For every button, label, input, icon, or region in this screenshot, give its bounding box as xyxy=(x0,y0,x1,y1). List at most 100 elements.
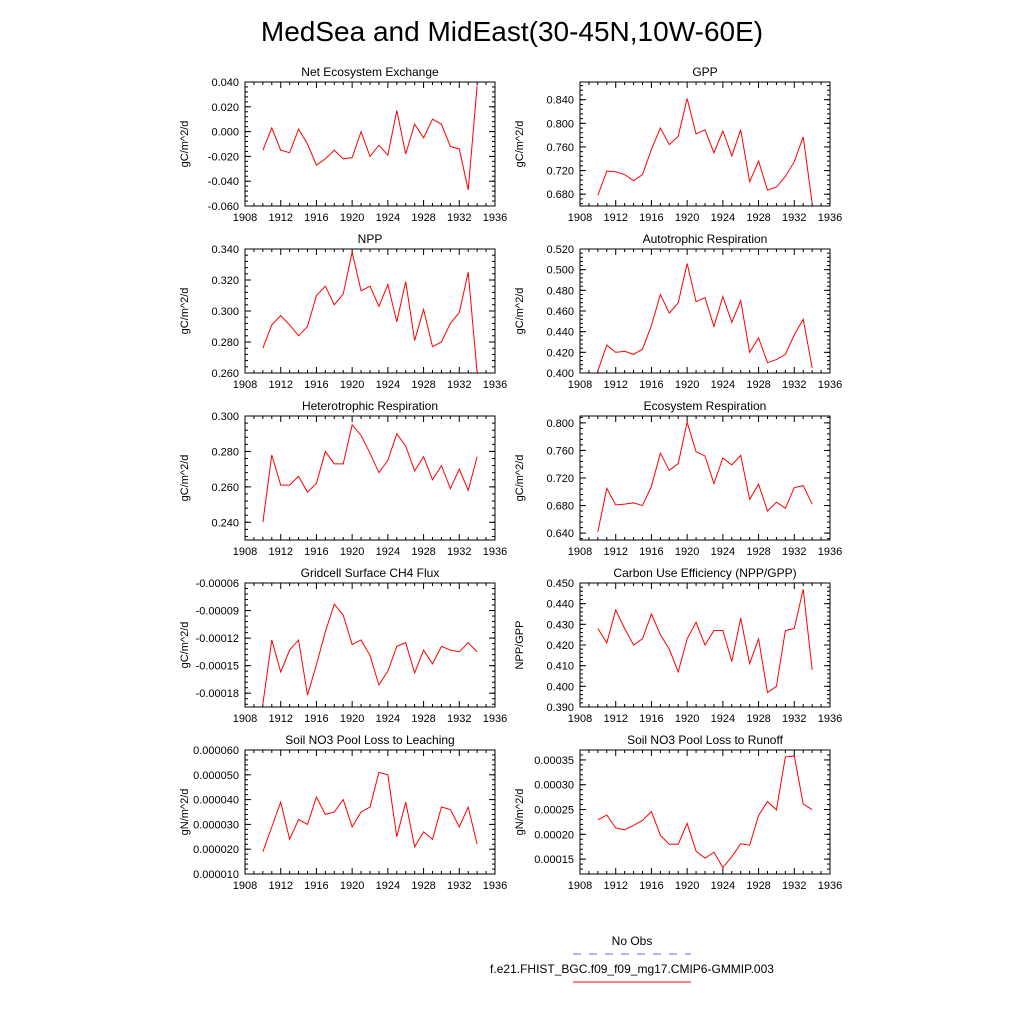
x-tick-label: 1928 xyxy=(746,546,770,558)
x-tick-label: 1932 xyxy=(447,713,471,725)
y-axis-label: gC/m^2/d xyxy=(179,288,191,335)
panel-title: Carbon Use Efficiency (NPP/GPP) xyxy=(613,566,796,580)
x-tick-label: 1932 xyxy=(782,379,806,391)
y-tick-label: -0.00018 xyxy=(196,688,239,700)
series-line-ecosystem-respiration xyxy=(597,420,813,532)
x-tick-label: 1912 xyxy=(268,713,292,725)
y-axis-label: gC/m^2/d xyxy=(179,121,191,168)
x-tick-label: 1912 xyxy=(268,379,292,391)
x-tick-label: 1924 xyxy=(711,880,735,892)
x-tick-label: 1908 xyxy=(568,880,592,892)
y-tick-label: 0.840 xyxy=(546,95,574,107)
x-tick-label: 1936 xyxy=(818,880,842,892)
y-tick-label: 0.640 xyxy=(546,528,574,540)
x-tick-label: 1920 xyxy=(675,212,699,224)
x-tick-label: 1928 xyxy=(411,880,435,892)
x-tick-label: 1928 xyxy=(411,212,435,224)
x-tick-label: 1920 xyxy=(340,212,364,224)
panel-gpp: GPP 1908 1912 1916 1920 1924 1928 1932 1936 0.680… xyxy=(514,65,842,224)
x-tick-label: 1920 xyxy=(675,546,699,558)
x-tick-label: 1936 xyxy=(483,212,507,224)
y-tick-label: -0.020 xyxy=(208,151,239,163)
x-tick-label: 1924 xyxy=(376,713,400,725)
y-tick-label: 0.520 xyxy=(546,244,574,256)
x-tick-label: 1916 xyxy=(639,379,663,391)
y-tick-label: 0.460 xyxy=(546,306,574,318)
panel-title: Net Ecosystem Exchange xyxy=(301,65,439,79)
plot-frame xyxy=(579,248,831,374)
plot-frame xyxy=(579,81,831,207)
x-tick-label: 1924 xyxy=(376,546,400,558)
x-tick-label: 1908 xyxy=(233,546,257,558)
x-tick-label: 1928 xyxy=(411,546,435,558)
y-tick-label: 0.00015 xyxy=(534,854,574,866)
x-tick-label: 1916 xyxy=(304,379,328,391)
y-tick-label: 0.440 xyxy=(546,327,574,339)
y-tick-label: 0.680 xyxy=(546,501,574,513)
panel-ecosystem-respiration: Ecosystem Respiration 1908 1912 1916 1920 192… xyxy=(514,399,842,558)
x-tick-label: 1912 xyxy=(603,713,627,725)
y-axis-label: gC/m^2/d xyxy=(514,121,526,168)
x-tick-label: 1932 xyxy=(782,880,806,892)
y-tick-label: 0.430 xyxy=(546,619,574,631)
panel-soil-no3-pool-loss-to-leaching: Soil NO3 Pool Loss to Leaching 1908 1912 19… xyxy=(179,733,507,892)
panel-title: GPP xyxy=(692,65,717,79)
y-tick-label: 0.000040 xyxy=(193,795,239,807)
y-tick-label: 0.390 xyxy=(546,702,574,714)
x-tick-label: 1924 xyxy=(376,379,400,391)
series-line-gridcell-surface-ch4-flux xyxy=(262,603,478,705)
x-tick-label: 1932 xyxy=(782,713,806,725)
y-tick-label: 0.260 xyxy=(211,482,239,494)
y-tick-label: 0.00030 xyxy=(534,780,574,792)
y-tick-label: 0.760 xyxy=(546,142,574,154)
y-tick-label: 0.720 xyxy=(546,166,574,178)
y-tick-label: 0.450 xyxy=(546,578,574,590)
panels-group: Net Ecosystem Exchange 1908 1912 1916 1920 19… xyxy=(179,65,842,892)
y-tick-label: 0.020 xyxy=(211,102,239,114)
legend-label: No Obs xyxy=(612,934,653,948)
panel-gridcell-surface-ch4-flux: Gridcell Surface CH4 Flux 1908 1912 1916 192… xyxy=(179,566,507,725)
y-tick-label: 0.440 xyxy=(546,599,574,611)
panel-title: Soil NO3 Pool Loss to Runoff xyxy=(627,733,784,747)
x-tick-label: 1908 xyxy=(568,212,592,224)
panel-heterotrophic-respiration: Heterotrophic Respiration 1908 1912 1916 192… xyxy=(179,399,507,558)
y-tick-label: 0.00020 xyxy=(534,829,574,841)
x-tick-label: 1932 xyxy=(447,379,471,391)
series-line-autotrophic-respiration xyxy=(597,263,813,372)
y-tick-label: -0.00012 xyxy=(196,633,239,645)
x-tick-label: 1912 xyxy=(603,379,627,391)
y-tick-label: 0.300 xyxy=(211,306,239,318)
y-tick-label: -0.040 xyxy=(208,176,239,188)
x-tick-label: 1924 xyxy=(711,212,735,224)
series-line-carbon-use-efficiency-npp-gpp xyxy=(597,589,813,694)
panel-title: Soil NO3 Pool Loss to Leaching xyxy=(285,733,454,747)
x-tick-label: 1920 xyxy=(340,880,364,892)
y-tick-label: 0.280 xyxy=(211,337,239,349)
y-tick-label: -0.00015 xyxy=(196,661,239,673)
plot-frame xyxy=(244,248,496,374)
x-tick-label: 1908 xyxy=(568,713,592,725)
panel-net-ecosystem-exchange: Net Ecosystem Exchange 1908 1912 1916 1920 19… xyxy=(179,65,507,224)
y-tick-label: 0.480 xyxy=(546,285,574,297)
y-tick-label: 0.00025 xyxy=(534,805,574,817)
panel-autotrophic-respiration: Autotrophic Respiration 1908 1912 1916 1920 1… xyxy=(514,232,842,391)
y-tick-label: 0.240 xyxy=(211,517,239,529)
x-tick-label: 1936 xyxy=(483,880,507,892)
x-tick-label: 1912 xyxy=(268,546,292,558)
y-axis-label: gN/m^2/d xyxy=(514,789,526,836)
y-tick-label: 0.000010 xyxy=(193,869,239,881)
x-tick-label: 1924 xyxy=(711,379,735,391)
y-tick-label: 0.420 xyxy=(546,347,574,359)
y-tick-label: 0.300 xyxy=(211,411,239,423)
x-tick-label: 1916 xyxy=(304,713,328,725)
x-tick-label: 1916 xyxy=(304,212,328,224)
y-tick-label: 0.500 xyxy=(546,265,574,277)
x-tick-label: 1928 xyxy=(746,713,770,725)
x-tick-label: 1936 xyxy=(818,212,842,224)
plot-frame xyxy=(244,582,496,708)
x-tick-label: 1928 xyxy=(411,713,435,725)
y-tick-label: 0.040 xyxy=(211,77,239,89)
y-tick-label: 0.320 xyxy=(211,275,239,287)
x-tick-label: 1908 xyxy=(233,212,257,224)
series-line-soil-no3-pool-loss-to-leaching xyxy=(262,771,478,852)
